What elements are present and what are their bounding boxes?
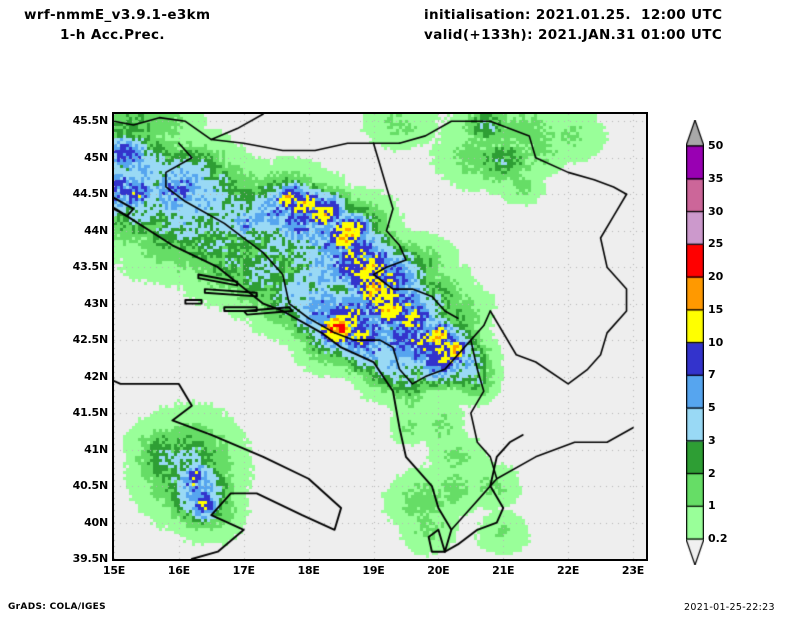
lat-tick-label: 41N: [84, 442, 108, 456]
lon-tick-label: 15E: [102, 564, 126, 577]
colorbar-tick-label: 20: [708, 270, 724, 283]
colorbar-tick-label: 30: [708, 204, 724, 218]
precipitation-map-canvas: [114, 114, 646, 559]
lat-tick-label: 40.5N: [72, 479, 109, 493]
lon-tick-label: 18E: [297, 564, 320, 577]
field-title: 1-h Acc.Prec.: [60, 27, 165, 43]
colorbar-tick-label: 0.2: [708, 532, 728, 545]
grads-credit: GrADS: COLA/IGES: [8, 602, 106, 612]
render-timestamp: 2021-01-25-22:23: [684, 602, 775, 613]
colorbar-canvas: [686, 120, 704, 565]
lat-tick-label: 39.5N: [72, 552, 109, 565]
lat-tick-label: 45.5N: [72, 114, 109, 128]
lat-tick-label: 44.5N: [72, 187, 109, 201]
lat-tick-label: 42N: [84, 369, 108, 383]
colorbar: [686, 120, 704, 565]
initialisation-time: initialisation: 2021.01.25. 12:00 UTC: [424, 7, 723, 23]
lat-tick-label: 45N: [84, 150, 108, 164]
lon-tick-label: 21E: [492, 564, 515, 577]
colorbar-tick-label: 3: [708, 433, 716, 447]
colorbar-tick-label: 35: [708, 171, 724, 185]
colorbar-tick-label: 10: [708, 335, 724, 349]
colorbar-tick-label: 25: [708, 237, 724, 251]
colorbar-tick-label: 1: [708, 499, 716, 513]
colorbar-tick-label: 7: [708, 368, 716, 382]
lon-tick-label: 19E: [362, 564, 385, 577]
colorbar-tick-label: 2: [708, 466, 716, 480]
lat-tick-label: 43N: [84, 296, 108, 310]
model-title: wrf-nmmE_v3.9.1-e3km: [24, 7, 211, 23]
lat-tick-label: 40N: [84, 515, 108, 529]
colorbar-tick-label: 5: [708, 401, 716, 414]
colorbar-tick-label: 50: [708, 139, 724, 152]
lon-tick-label: 16E: [167, 564, 190, 577]
lat-tick-label: 42.5N: [72, 333, 109, 347]
lon-tick-label: 17E: [232, 564, 255, 577]
map-plot-area: [112, 112, 648, 561]
lon-tick-label: 20E: [427, 564, 450, 577]
valid-time: valid(+133h): 2021.JAN.31 01:00 UTC: [424, 27, 723, 43]
lat-tick-label: 43.5N: [72, 260, 109, 274]
lat-tick-label: 41.5N: [72, 406, 109, 420]
lat-tick-label: 44N: [84, 223, 108, 237]
lon-tick-label: 23E: [621, 564, 645, 577]
colorbar-tick-label: 15: [708, 302, 724, 316]
lon-tick-label: 22E: [557, 564, 580, 577]
